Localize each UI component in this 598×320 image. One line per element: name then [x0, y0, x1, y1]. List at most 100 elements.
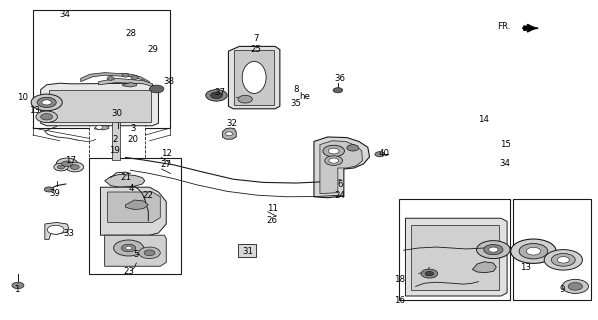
Text: 31: 31	[243, 247, 254, 256]
Circle shape	[484, 244, 503, 255]
Polygon shape	[222, 128, 236, 139]
Circle shape	[122, 73, 129, 77]
Text: 37: 37	[215, 88, 225, 97]
Text: 2: 2	[112, 135, 118, 144]
Circle shape	[328, 148, 339, 154]
Circle shape	[568, 283, 582, 290]
Text: he: he	[300, 92, 310, 100]
Polygon shape	[123, 83, 136, 87]
Text: 19: 19	[109, 146, 120, 155]
Circle shape	[66, 162, 84, 172]
Circle shape	[31, 94, 62, 111]
Bar	[238, 244, 256, 257]
Bar	[112, 120, 120, 160]
Text: 4: 4	[129, 184, 135, 193]
Circle shape	[238, 95, 252, 103]
Bar	[399, 199, 510, 300]
Circle shape	[323, 145, 344, 157]
Circle shape	[54, 163, 68, 171]
Polygon shape	[100, 187, 166, 235]
Polygon shape	[99, 78, 152, 86]
Text: 22: 22	[143, 191, 154, 200]
Bar	[33, 10, 170, 128]
Circle shape	[325, 156, 343, 165]
Circle shape	[126, 246, 132, 250]
Polygon shape	[105, 235, 166, 266]
Circle shape	[144, 250, 155, 256]
Polygon shape	[126, 200, 148, 210]
Text: 38: 38	[163, 77, 174, 86]
Circle shape	[139, 247, 160, 259]
Circle shape	[96, 125, 103, 129]
Text: 29: 29	[147, 45, 158, 54]
Circle shape	[71, 164, 79, 170]
Polygon shape	[94, 125, 109, 130]
Ellipse shape	[242, 61, 266, 93]
Circle shape	[44, 187, 54, 192]
Text: 26: 26	[267, 216, 277, 225]
Circle shape	[107, 76, 114, 80]
Text: 14: 14	[478, 115, 489, 124]
Circle shape	[36, 111, 57, 123]
Text: 13: 13	[29, 106, 40, 115]
Circle shape	[56, 158, 78, 170]
Circle shape	[206, 90, 227, 101]
Polygon shape	[108, 192, 160, 222]
Polygon shape	[81, 73, 150, 85]
Text: 16: 16	[394, 296, 405, 305]
Circle shape	[519, 244, 548, 259]
Text: 3: 3	[130, 124, 136, 132]
Circle shape	[121, 244, 136, 252]
Text: 17: 17	[65, 156, 76, 164]
Circle shape	[347, 145, 359, 151]
Circle shape	[425, 271, 434, 276]
Circle shape	[47, 225, 64, 234]
Circle shape	[562, 279, 588, 293]
Bar	[89, 158, 181, 274]
Polygon shape	[472, 262, 496, 273]
Circle shape	[333, 88, 343, 93]
Polygon shape	[411, 225, 499, 290]
Circle shape	[42, 100, 51, 105]
Circle shape	[526, 247, 541, 255]
Polygon shape	[314, 137, 370, 198]
Polygon shape	[45, 222, 69, 239]
Text: 5: 5	[133, 250, 139, 259]
Text: 40: 40	[379, 149, 389, 158]
Text: 15: 15	[500, 140, 511, 149]
Text: 33: 33	[63, 229, 74, 238]
Text: 6: 6	[337, 180, 343, 188]
Circle shape	[210, 92, 222, 99]
Text: FR.: FR.	[497, 22, 510, 31]
Text: 28: 28	[125, 29, 136, 38]
Text: 34: 34	[59, 10, 70, 19]
Text: 23: 23	[123, 268, 134, 276]
Text: 34: 34	[500, 159, 511, 168]
Text: 12: 12	[161, 149, 172, 158]
Text: 32: 32	[227, 119, 237, 128]
Circle shape	[41, 114, 53, 120]
Text: 21: 21	[120, 173, 131, 182]
Text: 24: 24	[334, 191, 345, 200]
Text: 1: 1	[14, 285, 20, 294]
Polygon shape	[49, 90, 151, 122]
Text: 35: 35	[291, 99, 301, 108]
Bar	[89, 115, 145, 163]
Circle shape	[489, 247, 498, 252]
Circle shape	[57, 165, 65, 169]
Text: 8: 8	[293, 85, 299, 94]
Circle shape	[37, 97, 56, 108]
Text: 10: 10	[17, 93, 28, 102]
Circle shape	[375, 152, 385, 157]
Circle shape	[12, 282, 24, 289]
Text: 18: 18	[394, 275, 405, 284]
Circle shape	[477, 241, 510, 259]
Text: 11: 11	[267, 204, 277, 213]
Circle shape	[329, 158, 338, 163]
Text: 39: 39	[50, 189, 60, 198]
Polygon shape	[524, 26, 538, 30]
Circle shape	[114, 240, 144, 256]
Circle shape	[511, 239, 556, 263]
Text: 13: 13	[520, 263, 530, 272]
Text: 9: 9	[560, 285, 565, 294]
